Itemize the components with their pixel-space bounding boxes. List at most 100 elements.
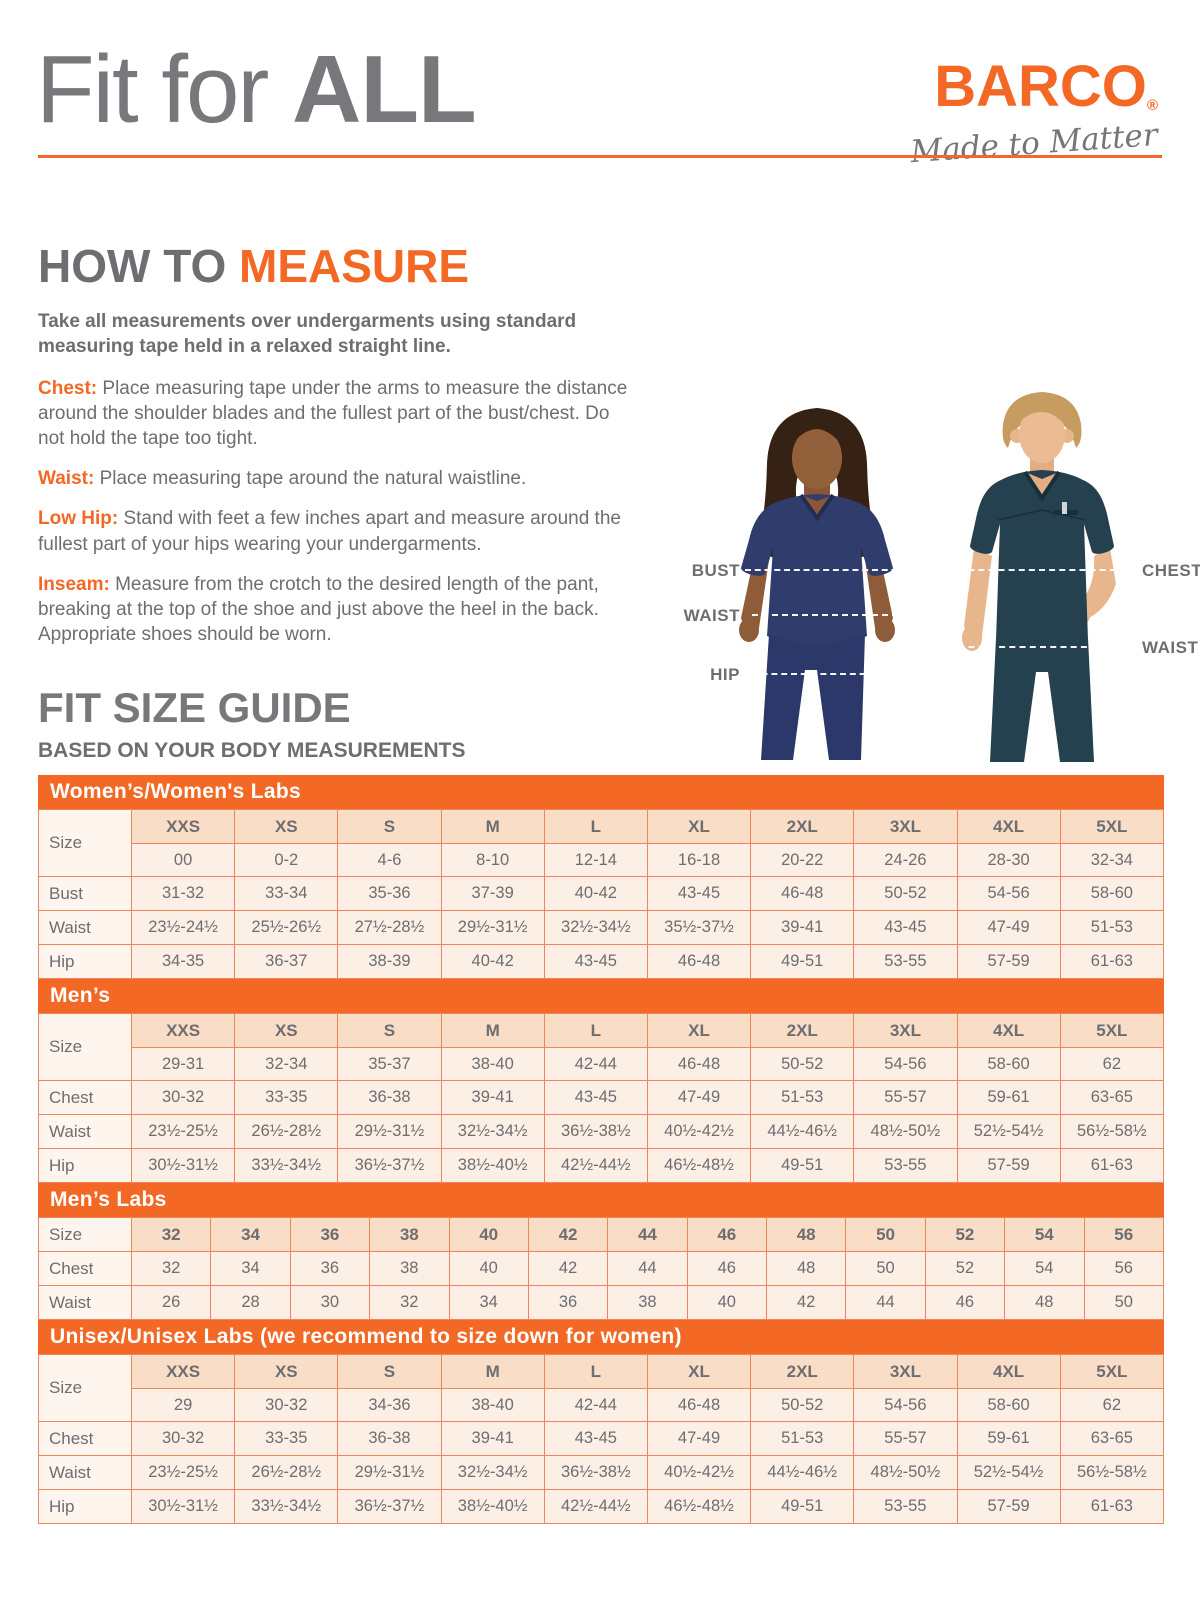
numeric-size-cell: 38-40 <box>440 1047 545 1082</box>
measurement-value-cell: 32 <box>130 1251 212 1287</box>
size-column-header: M <box>440 809 545 845</box>
measurement-value-cell: 56½-58½ <box>1059 1114 1165 1150</box>
table-title-band: Men’s Labs <box>38 1183 1164 1218</box>
numeric-size-cell: 35-37 <box>337 1047 442 1082</box>
measurement-value-cell: 36½-37½ <box>337 1489 442 1525</box>
numeric-size-cell: 46-48 <box>646 1047 752 1082</box>
measurement-value-cell: 50 <box>1083 1285 1164 1321</box>
measurement-row-label: Chest <box>38 1421 132 1457</box>
size-column-header: 3XL <box>853 809 958 845</box>
numeric-size-cell: 50-52 <box>750 1388 855 1423</box>
size-column-header: 32 <box>130 1217 212 1253</box>
measurement-value-cell: 30 <box>289 1285 371 1321</box>
size-column-header: 4XL <box>956 1013 1061 1049</box>
measurement-value-cell: 52½-54½ <box>956 1455 1061 1491</box>
measurement-value-cell: 63-65 <box>1059 1421 1165 1457</box>
measurement-value-cell: 36-38 <box>337 1421 442 1457</box>
numeric-size-cell: 24-26 <box>853 843 958 878</box>
size-column-header: 4XL <box>956 1354 1061 1390</box>
measurement-value-cell: 43-45 <box>543 1080 648 1116</box>
registered-mark-icon: ® <box>1146 97 1158 114</box>
measurement-value-cell: 34 <box>448 1285 529 1321</box>
measurement-value-cell: 23½-25½ <box>130 1114 236 1150</box>
measurement-value-cell: 29½-31½ <box>337 1114 442 1150</box>
measurement-value-cell: 36-37 <box>234 944 339 980</box>
size-column-header: XL <box>646 1354 752 1390</box>
size-column-header: 44 <box>607 1217 688 1253</box>
measurement-value-cell: 46 <box>924 1285 1006 1321</box>
measurement-row-label: Bust <box>38 876 132 912</box>
measurement-row-label: Waist <box>38 1114 132 1150</box>
numeric-size-cell: 00 <box>130 843 236 878</box>
numeric-size-cell: 29 <box>130 1388 236 1423</box>
numeric-size-cell: 42-44 <box>543 1388 648 1423</box>
measurement-value-cell: 57-59 <box>956 944 1061 980</box>
measurement-value-cell: 42½-44½ <box>543 1148 648 1184</box>
table-title-band: Women’s/Women's Labs <box>38 775 1164 810</box>
size-column-header: 5XL <box>1059 1013 1165 1049</box>
measure-item-label: Waist: <box>38 468 95 490</box>
measurement-value-cell: 39-41 <box>440 1421 545 1457</box>
measurement-row-label: Chest <box>38 1251 132 1287</box>
measurement-value-cell: 40½-42½ <box>646 1114 752 1150</box>
chest-label: CHEST <box>1142 561 1200 580</box>
measurement-value-cell: 47-49 <box>956 910 1061 946</box>
measurement-value-cell: 30½-31½ <box>130 1489 236 1525</box>
measurement-value-cell: 48½-50½ <box>853 1114 958 1150</box>
measurement-value-cell: 42½-44½ <box>543 1489 648 1525</box>
measurement-value-cell: 59-61 <box>956 1421 1061 1457</box>
measure-item-chest: Chest: Place measuring tape under the ar… <box>38 376 630 451</box>
measurement-value-cell: 40 <box>686 1285 768 1321</box>
measurement-value-cell: 29½-31½ <box>440 910 545 946</box>
size-row-label: Size <box>38 1354 132 1423</box>
numeric-size-cell: 12-14 <box>543 843 648 878</box>
size-column-header: XS <box>234 1354 339 1390</box>
size-column-header: S <box>337 809 442 845</box>
brand-tagline: Made to Matter <box>909 117 1160 171</box>
measurement-value-cell: 52 <box>924 1251 1006 1287</box>
measurement-value-cell: 57-59 <box>956 1489 1061 1525</box>
measurement-value-cell: 36-38 <box>337 1080 442 1116</box>
measurement-value-cell: 30-32 <box>130 1080 236 1116</box>
measurement-value-cell: 42 <box>765 1285 847 1321</box>
fit-size-guide-section: FIT SIZE GUIDE BASED ON YOUR BODY MEASUR… <box>38 685 1165 1525</box>
measurement-value-cell: 40-42 <box>543 876 648 912</box>
measurement-row-label: Waist <box>38 1285 132 1321</box>
measurement-value-cell: 38 <box>369 1251 450 1287</box>
measurement-value-cell: 58-60 <box>1059 876 1165 912</box>
measurement-value-cell: 32½-34½ <box>440 1455 545 1491</box>
measurement-value-cell: 56½-58½ <box>1059 1455 1165 1491</box>
measurement-value-cell: 61-63 <box>1059 944 1165 980</box>
size-column-header: 40 <box>448 1217 529 1253</box>
measurement-value-cell: 51-53 <box>1059 910 1165 946</box>
measurement-value-cell: 51-53 <box>750 1080 855 1116</box>
measurement-value-cell: 43-45 <box>543 1421 648 1457</box>
measurement-value-cell: 50-52 <box>853 876 958 912</box>
measurement-value-cell: 29½-31½ <box>337 1455 442 1491</box>
measurement-value-cell: 25½-26½ <box>234 910 339 946</box>
hip-label: HIP <box>710 665 740 684</box>
table-title-band: Unisex/Unisex Labs (we recommend to size… <box>38 1320 1164 1355</box>
numeric-size-cell: 54-56 <box>853 1388 958 1423</box>
measure-item-label: Chest: <box>38 378 98 400</box>
measurement-value-cell: 46-48 <box>646 944 752 980</box>
measurement-value-cell: 54 <box>1004 1251 1085 1287</box>
measurement-value-cell: 50 <box>845 1251 926 1287</box>
measurement-value-cell: 48 <box>765 1251 847 1287</box>
size-table: Size XXS XS S M L XL 2XL 3XL 4XL 5XL 29-31 32-34 35-3… <box>38 1013 1165 1184</box>
size-column-header: 5XL <box>1059 1354 1165 1390</box>
page-title-regular: Fit for <box>36 36 293 143</box>
size-column-header: M <box>440 1354 545 1390</box>
measurement-value-cell: 32 <box>369 1285 450 1321</box>
measurement-value-cell: 36½-37½ <box>337 1148 442 1184</box>
chest-measure-line <box>948 569 1136 571</box>
size-column-header: 3XL <box>853 1354 958 1390</box>
size-column-header: 46 <box>686 1217 768 1253</box>
measurement-value-cell: 44 <box>607 1251 688 1287</box>
measure-item-text: Stand with feet a few inches apart and m… <box>38 508 621 555</box>
measurement-row-label: Chest <box>38 1080 132 1116</box>
numeric-size-cell: 28-30 <box>956 843 1061 878</box>
page-title-bold: ALL <box>292 36 477 143</box>
size-column-header: 4XL <box>956 809 1061 845</box>
size-column-header: 2XL <box>750 809 855 845</box>
